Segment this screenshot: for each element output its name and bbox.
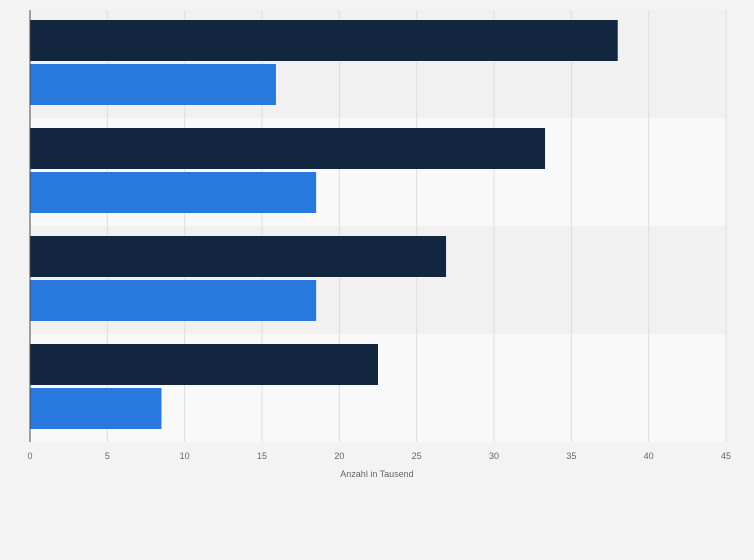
bar-series-1-category-3[interactable] (30, 236, 447, 277)
x-axis-title: Anzahl in Tausend (340, 469, 413, 479)
bar-series-2-category-2[interactable] (30, 172, 317, 213)
bar-series-2-category-4[interactable] (30, 388, 162, 429)
x-tick-label-5: 5 (105, 451, 110, 461)
bar-series-1-category-1[interactable] (30, 20, 618, 61)
x-tick-label-25: 25 (412, 451, 422, 461)
bar-series (30, 20, 618, 429)
x-tick-label-45: 45 (721, 451, 731, 461)
x-tick-label-20: 20 (334, 451, 344, 461)
vertical-gridlines (106, 10, 727, 442)
x-tick-label-10: 10 (180, 451, 190, 461)
bar-series-1-category-2[interactable] (30, 128, 546, 169)
x-tick-label-35: 35 (566, 451, 576, 461)
bar-series-2-category-1[interactable] (30, 64, 276, 105)
x-tick-label-15: 15 (257, 451, 267, 461)
x-tick-label-40: 40 (644, 451, 654, 461)
bar-series-2-category-3[interactable] (30, 280, 317, 321)
x-tick-label-0: 0 (27, 451, 32, 461)
x-tick-label-30: 30 (489, 451, 499, 461)
bar-series-1-category-4[interactable] (30, 344, 378, 385)
x-axis-ticks: 0 5 10 15 20 25 30 35 40 45 (27, 451, 731, 461)
